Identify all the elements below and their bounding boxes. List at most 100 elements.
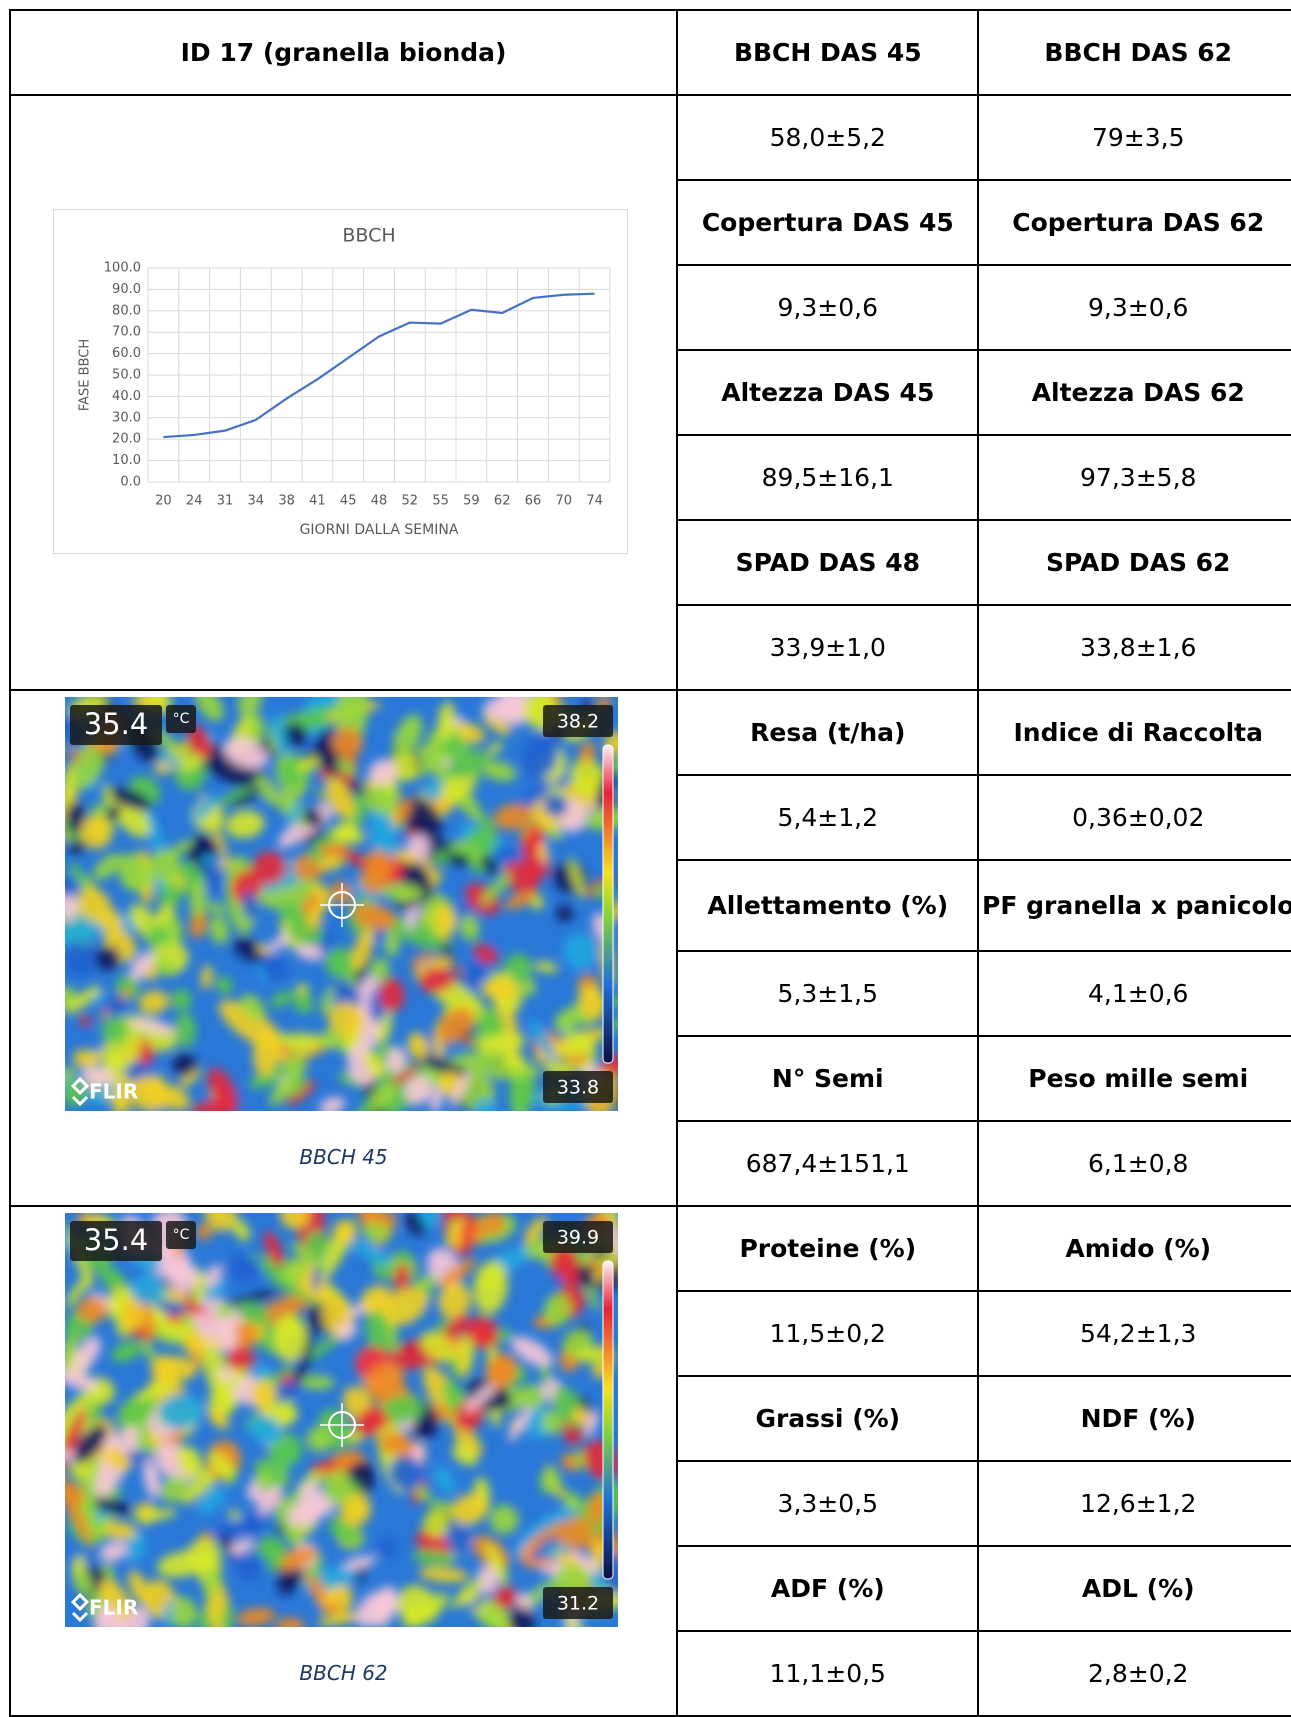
thermal-blob (303, 808, 324, 827)
thermal-blob (69, 1458, 91, 1480)
thermal-blob (104, 994, 128, 1017)
thermal-blob (446, 750, 490, 778)
thermal-blob (449, 1070, 471, 1109)
image-caption: BBCH 62 (299, 1661, 388, 1685)
value-cell: 9,3±0,6 (977, 264, 1291, 351)
thermal-blob (133, 1509, 177, 1521)
thermal-blob (383, 1286, 428, 1326)
thermal-blob (479, 813, 498, 845)
thermal-blob (157, 1300, 188, 1315)
thermal-blob (562, 933, 598, 970)
thermal-blob (522, 826, 545, 857)
thermal-blob (418, 1213, 439, 1229)
thermal-blob (104, 1447, 131, 1471)
thermal-blob (414, 1275, 438, 1289)
x-tick-label: 31 (217, 494, 234, 509)
value-cell: 6,1±0,8 (977, 1120, 1291, 1207)
thermal-blob (237, 1301, 270, 1326)
thermal-blob (144, 966, 159, 981)
thermal-blob (87, 1399, 101, 1426)
thermal-blob (105, 804, 121, 822)
label-cell: Allettamento (%) (676, 859, 980, 952)
thermal-blob (256, 1472, 272, 1487)
thermal-blob (534, 961, 558, 973)
thermal-blob (334, 827, 365, 844)
thermal-blob (249, 1066, 288, 1089)
thermal-blob (65, 1080, 87, 1107)
thermal-blob (65, 1271, 94, 1308)
thermal-blob (200, 964, 213, 990)
thermal-blob (220, 1604, 233, 1627)
thermal-blob (203, 859, 223, 896)
thermal-blob (361, 1222, 392, 1243)
thermal-blob (212, 785, 256, 807)
x-tick-label: 45 (340, 494, 357, 509)
thermal-blob (404, 1075, 433, 1105)
header-cell: BBCH DAS 62 (977, 9, 1291, 96)
thermal-blob (101, 1017, 129, 1045)
thermal-blob (378, 1431, 412, 1455)
thermal-blob (143, 1458, 161, 1499)
thermal-blob (240, 994, 266, 1022)
thermal-blob (412, 1550, 456, 1566)
thermal-blob (450, 1576, 485, 1609)
thermal-blob (565, 1053, 588, 1066)
thermal-blob (111, 1341, 142, 1362)
thermal-blob (570, 759, 607, 798)
thermal-blob (437, 1006, 474, 1044)
thermal-blob (233, 937, 266, 963)
thermal-blob (480, 872, 512, 906)
thermal-blob (65, 769, 73, 810)
thermal-blob (337, 758, 357, 776)
max-temperature: 38.2 (557, 711, 599, 733)
label-cell: PF granella x panicolo (977, 859, 1291, 952)
thermal-blob (65, 894, 80, 922)
thermal-blob (171, 989, 192, 1011)
thermal-blob (208, 1450, 236, 1481)
thermal-blob (459, 914, 480, 941)
thermal-blob (396, 1250, 411, 1265)
thermal-blob (223, 738, 269, 769)
x-tick-label: 20 (155, 494, 172, 509)
brand-icon (70, 1076, 90, 1107)
thermal-blob (504, 891, 536, 910)
thermal-blob (291, 1242, 328, 1271)
x-tick-label: 52 (402, 494, 419, 509)
label-cell: Amido (%) (977, 1205, 1291, 1292)
thermal-blob (401, 797, 443, 839)
thermal-blob (368, 1081, 397, 1111)
thermal-blob (202, 1567, 222, 1598)
thermal-blob (157, 1393, 204, 1430)
thermal-blob (433, 1404, 453, 1418)
x-tick-label: 38 (278, 494, 295, 509)
thermal-blob (511, 1077, 537, 1111)
x-tick-label: 74 (586, 494, 603, 509)
thermal-blob (112, 1076, 132, 1111)
min-temperature: 33.8 (557, 1077, 599, 1099)
thermal-blob (279, 901, 306, 927)
x-axis-label: GIORNI DALLA SEMINA (300, 522, 459, 538)
x-tick-label: 41 (309, 494, 326, 509)
thermal-blob (452, 1444, 479, 1466)
label-cell: Copertura DAS 62 (977, 179, 1291, 266)
thermal-blob (155, 904, 175, 925)
value-cell: 12,6±1,2 (977, 1460, 1291, 1547)
thermal-blob (237, 697, 263, 718)
y-tick-label: 60.0 (112, 346, 141, 361)
thermal-blob (394, 1263, 410, 1293)
thermal-blob (97, 1605, 116, 1626)
thermal-blob (483, 697, 527, 721)
thermal-blob (221, 1289, 281, 1309)
thermal-blob (394, 850, 419, 864)
thermal-blob (550, 1244, 579, 1278)
value-cell: 3,3±0,5 (676, 1460, 980, 1547)
thermal-blob (356, 1213, 383, 1228)
value-cell: 687,4±151,1 (676, 1120, 980, 1207)
thermal-blob (195, 697, 224, 722)
thermal-blob (319, 1096, 345, 1111)
y-tick-label: 30.0 (112, 410, 141, 425)
thermal-blob (99, 1579, 133, 1620)
thermal-blob (323, 1469, 352, 1505)
thermal-blob (228, 1254, 262, 1284)
thermal-blob (351, 928, 374, 971)
